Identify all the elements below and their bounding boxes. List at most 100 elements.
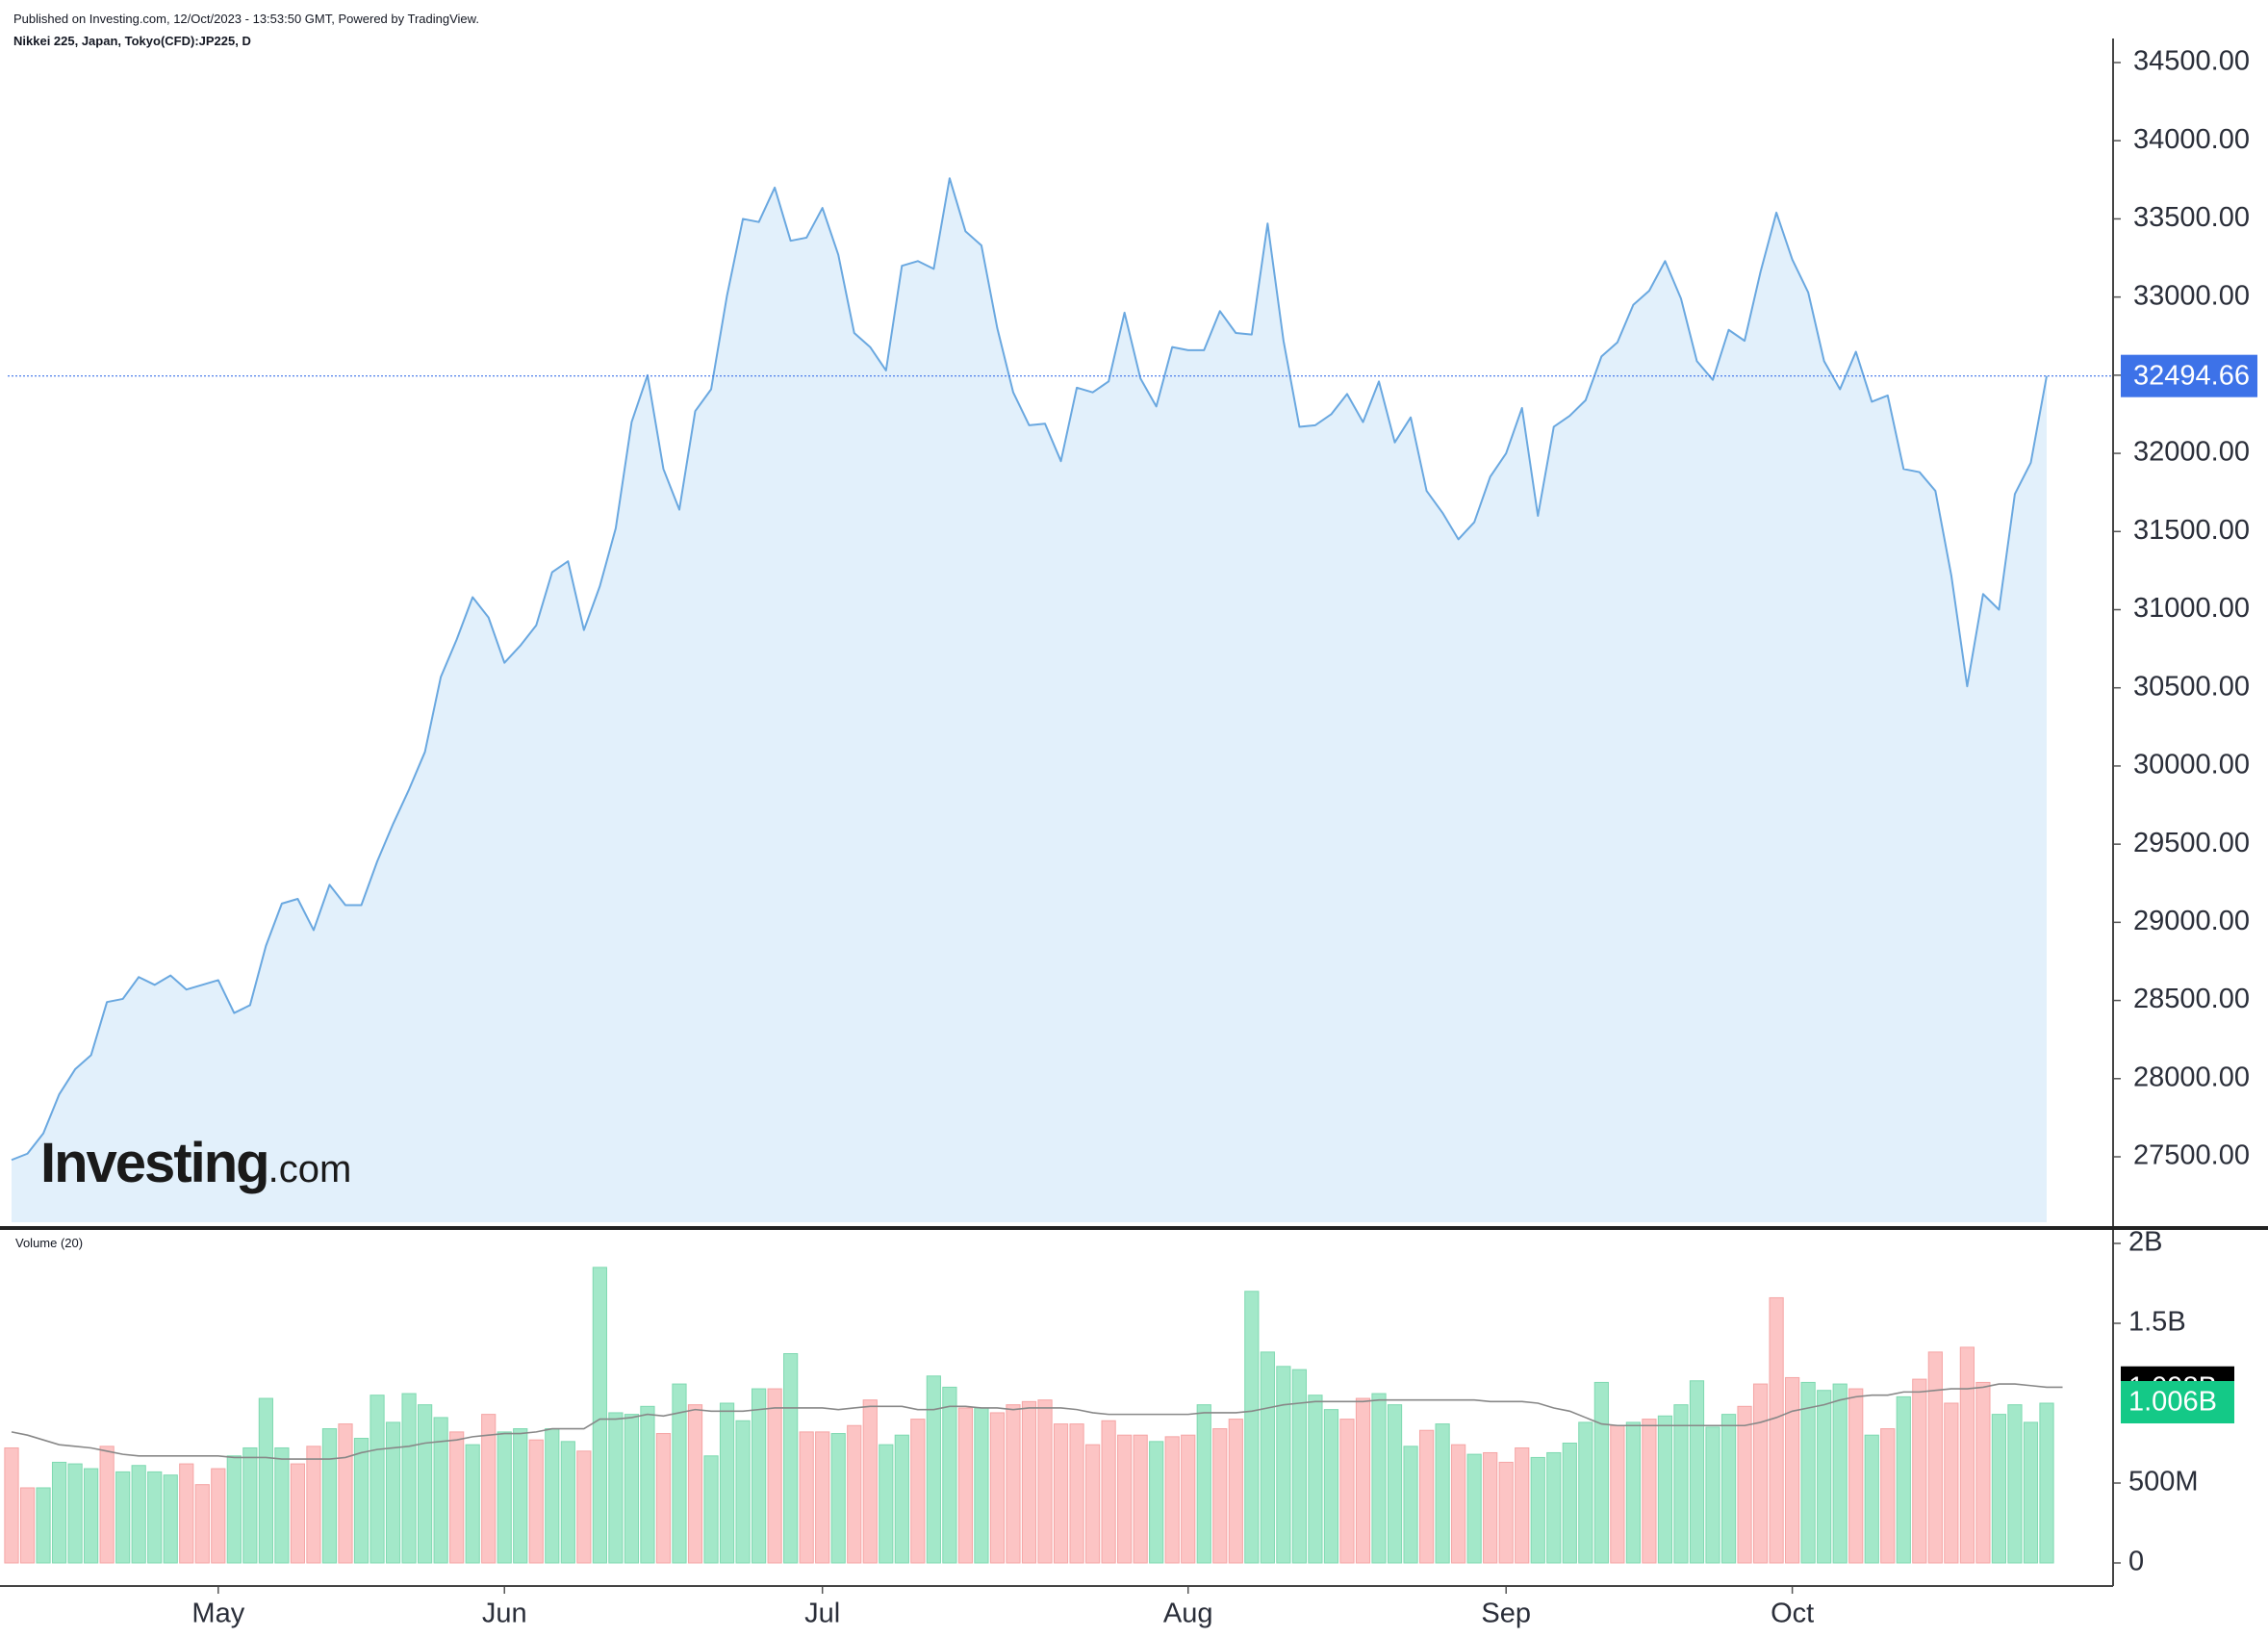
time-tick-label: Sep [1481, 1599, 1531, 1629]
volume-bar-up [353, 1438, 370, 1564]
time-tick-label: May [191, 1599, 244, 1629]
price-area-fill [12, 178, 2047, 1223]
volume-bar-up [147, 1471, 163, 1564]
volume-bar-up [1832, 1383, 1848, 1564]
volume-bar-down [1498, 1461, 1514, 1564]
volume-bar-up [401, 1393, 417, 1564]
volume-bar-up [321, 1428, 338, 1564]
volume-bar-down [481, 1414, 497, 1564]
volume-bar-up [1705, 1426, 1720, 1564]
volume-bar-down [211, 1468, 226, 1564]
volume-bar-down [338, 1423, 353, 1564]
volume-bar-up [1276, 1366, 1291, 1564]
price-tick-label: 30000.00 [2133, 750, 2250, 781]
investing-logo: Investing.com [40, 1131, 351, 1195]
volume-tick-label: 500M [2128, 1467, 2199, 1497]
volume-bar-up [1657, 1415, 1673, 1564]
volume-bar-down [576, 1450, 592, 1564]
volume-bar-up [2023, 1421, 2039, 1564]
volume-bar-up [783, 1353, 799, 1564]
volume-bar-down [862, 1399, 878, 1564]
volume-bar-up [1864, 1434, 1879, 1564]
volume-bar-up [640, 1405, 655, 1564]
volume-bar-down [1451, 1444, 1466, 1564]
chart-frame [0, 38, 2268, 1587]
volume-bar-up [418, 1404, 433, 1564]
price-tick-label: 29500.00 [2133, 828, 2250, 858]
volume-bar-down [1737, 1405, 1752, 1564]
volume-bar-up [1720, 1414, 1737, 1564]
volume-bar-down [847, 1424, 862, 1564]
volume-bar-down [1959, 1346, 1975, 1564]
volume-bar-up [51, 1461, 67, 1564]
volume-bar-down [767, 1388, 782, 1564]
volume-bar-down [1880, 1428, 1896, 1564]
volume-bar-up [36, 1487, 51, 1564]
volume-bar-up [1546, 1451, 1562, 1564]
volume-bar-up [2007, 1404, 2023, 1564]
volume-bar-up [974, 1407, 989, 1564]
volume-bar-down [957, 1407, 974, 1564]
price-line [11, 177, 2048, 1162]
volume-bar-up [1896, 1395, 1911, 1564]
volume-bar-down [449, 1431, 465, 1564]
volume-bar-down [1944, 1402, 1959, 1564]
volume-bar-up [131, 1465, 146, 1564]
volume-bar-down [179, 1463, 194, 1564]
volume-bar-down [306, 1446, 321, 1564]
volume-bar-down [4, 1446, 19, 1564]
volume-bar-down [1515, 1446, 1530, 1564]
volume-tick-label: 1.5B [2128, 1307, 2186, 1338]
volume-bar-up [1149, 1441, 1164, 1564]
volume-bar-down [194, 1484, 210, 1564]
last-price-label: 32494.66 [2133, 360, 2250, 391]
last-price-badge [2121, 354, 2257, 397]
volume-bar-down [687, 1404, 703, 1564]
volume-bar-up [226, 1455, 242, 1564]
volume-bar-up [274, 1446, 290, 1564]
volume-bar-up [830, 1433, 846, 1564]
volume-bar-up [703, 1455, 719, 1564]
volume-bar-down [1848, 1388, 1864, 1564]
published-note: Published on Investing.com, 12/Oct/2023 … [13, 12, 479, 26]
volume-bar-down [1610, 1424, 1625, 1564]
volume-bar-up [513, 1428, 528, 1564]
volume-bar-down [1212, 1428, 1228, 1564]
price-tick-label: 31000.00 [2133, 593, 2250, 624]
price-tick-label: 28000.00 [2133, 1062, 2250, 1092]
volume-bar-down [1769, 1296, 1784, 1564]
volume-bar-up [1593, 1381, 1609, 1564]
volume-bar-up [719, 1402, 735, 1564]
volume-bar-up [1562, 1443, 1577, 1564]
volume-bar-up [608, 1412, 624, 1564]
price-tick-label: 29000.00 [2133, 906, 2250, 936]
volume-bar-up [370, 1395, 385, 1564]
volume-tick-label: 2B [2128, 1227, 2162, 1258]
volume-bar-up [926, 1375, 941, 1564]
volume-bar-up [1673, 1404, 1689, 1564]
symbol-title: Nikkei 225, Japan, Tokyo(CFD):JP225, D [13, 34, 251, 48]
volume-tick-label: 0 [2128, 1547, 2144, 1577]
volume-bar-up [1578, 1421, 1593, 1564]
volume-bar-down [1133, 1434, 1148, 1564]
price-area [8, 177, 2113, 1223]
volume-bar-up [385, 1421, 401, 1564]
volume-bar-down [1021, 1400, 1037, 1564]
volume-bar-up [1435, 1423, 1450, 1564]
price-axis: 27500.00 28000.00 28500.00 29000.00 29500.00… [2113, 46, 2257, 1171]
volume-bar-down [1339, 1419, 1355, 1564]
time-tick-label: Aug [1163, 1599, 1213, 1629]
volume-bar-down [1975, 1381, 1991, 1564]
volume-bar-down [910, 1419, 926, 1564]
logo-domain: .com [268, 1148, 352, 1190]
volume-bar-down [1069, 1423, 1084, 1564]
price-tick-label: 27500.00 [2133, 1140, 2250, 1171]
volume-bar-down [1355, 1397, 1371, 1564]
volume-bar-down [1642, 1419, 1657, 1564]
price-tick-label: 34500.00 [2133, 46, 2250, 77]
price-tick-label: 32000.00 [2133, 437, 2250, 468]
time-tick-label: Oct [1771, 1599, 1814, 1629]
volume-bar-down [290, 1463, 306, 1564]
